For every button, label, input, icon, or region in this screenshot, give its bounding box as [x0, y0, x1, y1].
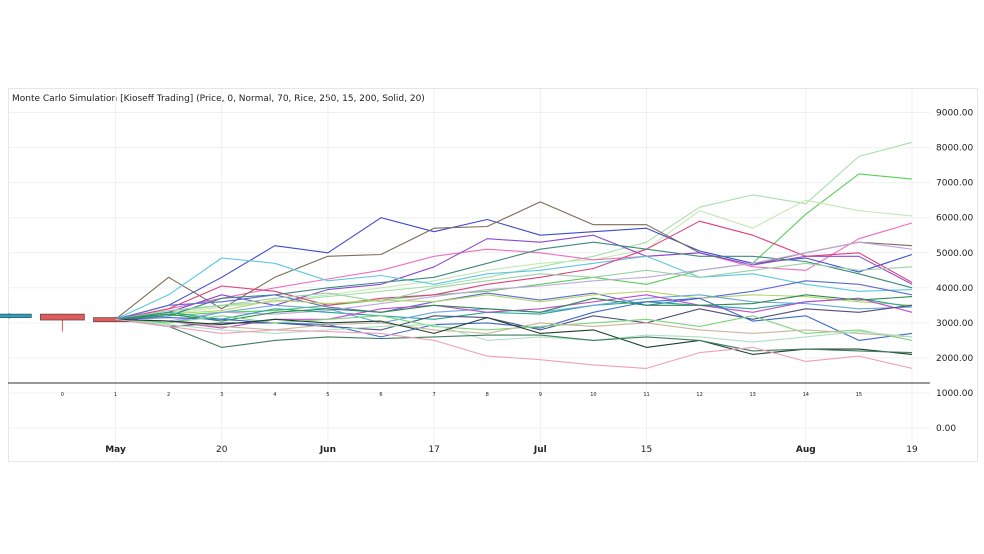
step-label: 0 [61, 392, 64, 398]
x-tick-label: 20 [216, 445, 228, 455]
step-label: 15 [856, 392, 862, 398]
y-tick-label: 7000.00 [936, 179, 973, 189]
simulation-path-11 [115, 280, 913, 320]
step-label: 14 [803, 392, 809, 398]
step-label: 1 [114, 392, 117, 398]
simulation-path-15 [115, 297, 913, 320]
y-tick-label: 2000.00 [936, 354, 973, 364]
y-tick-label: 9000.00 [936, 109, 973, 119]
y-tick-label: 6000.00 [936, 214, 973, 224]
simulation-path-24 [115, 317, 913, 355]
y-tick-label: 5000.00 [936, 249, 973, 259]
simulation-path-13 [115, 262, 913, 320]
step-label: 2 [167, 392, 170, 398]
step-label: 11 [643, 392, 649, 398]
simulation-path-3 [115, 199, 913, 320]
y-tick-label: 4000.00 [936, 284, 973, 294]
y-tick-label: 1000.00 [936, 389, 973, 399]
x-tick-label: Jun [319, 445, 336, 455]
simulation-path-25 [115, 318, 913, 354]
simulation-path-7 [115, 234, 913, 320]
simulation-path-9 [115, 220, 913, 320]
step-label: 5 [326, 392, 329, 398]
simulation-path-10 [115, 241, 913, 320]
step-label: 13 [750, 392, 756, 398]
step-label: 12 [696, 392, 702, 398]
x-tick-label: 17 [428, 445, 439, 455]
step-label: 7 [433, 392, 436, 398]
simulation-path-12 [115, 241, 913, 322]
step-label: 8 [486, 392, 489, 398]
candle-layer [0, 313, 138, 332]
x-tick-label: May [105, 445, 126, 455]
simulation-path-19 [115, 304, 913, 331]
simulation-path-8 [115, 255, 913, 320]
simulation-path-18 [115, 294, 913, 322]
x-tick-label: Aug [796, 445, 816, 455]
step-label: 6 [379, 392, 382, 398]
simulation-path-14 [115, 290, 913, 320]
step-label: 3 [220, 392, 223, 398]
candle-body [0, 313, 32, 318]
y-tick-label: 8000.00 [936, 144, 973, 154]
x-tick-label: Jul [533, 445, 547, 455]
x-tick-label: 15 [641, 445, 652, 455]
axis-layer: 9000.00 8000.00 7000.00 6000.00 5000.00 4000.… [8, 109, 973, 455]
x-tick-label: 19 [906, 445, 918, 455]
simulation-path-1 [115, 141, 913, 320]
series-layer [115, 141, 913, 369]
candle-body [40, 313, 85, 321]
y-tick-label: 0.00 [936, 424, 956, 434]
simulation-path-22 [115, 318, 913, 338]
chart-frame [8, 88, 978, 462]
chart-title: Monte Carlo Simulation [Kioseff Trading]… [12, 94, 425, 104]
y-tick-label: 3000.00 [936, 319, 973, 329]
step-label: 10 [590, 392, 596, 398]
step-label: 4 [273, 392, 276, 398]
simulation-path-26 [115, 318, 913, 369]
step-label: 9 [539, 392, 542, 398]
